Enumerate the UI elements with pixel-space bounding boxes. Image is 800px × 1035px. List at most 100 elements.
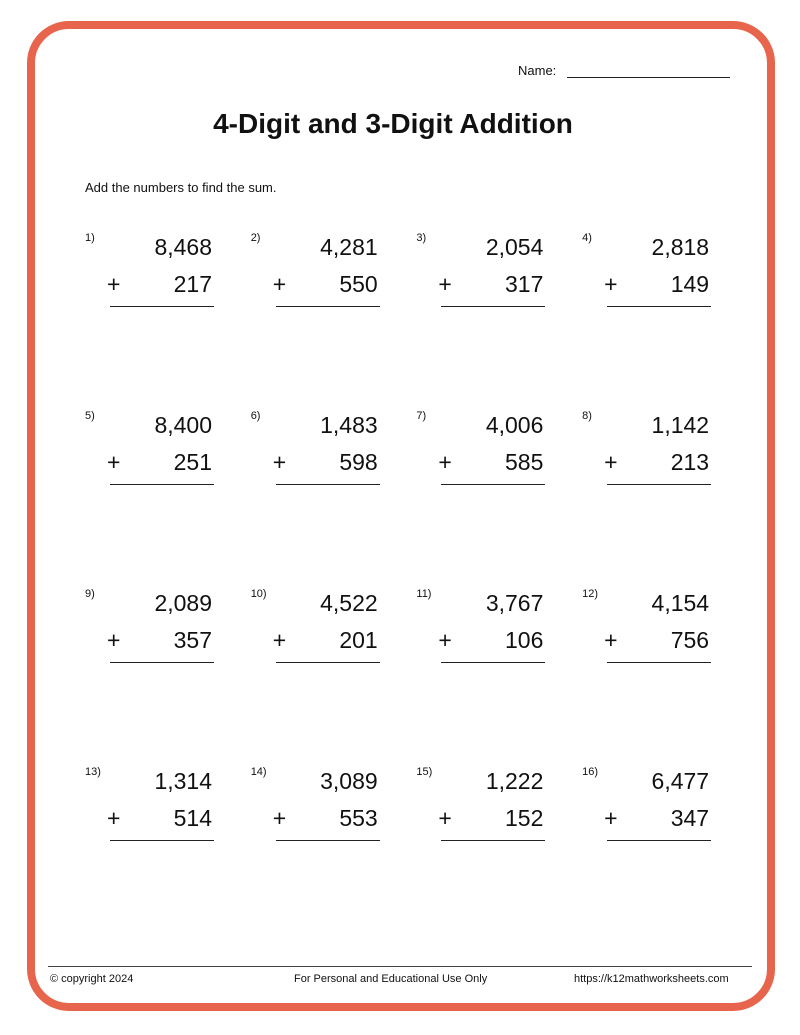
plus-sign: + <box>438 805 452 831</box>
problem-number: 8) <box>582 410 592 422</box>
problem: 14) 3,089 + 553 <box>238 766 380 846</box>
answer-line[interactable] <box>110 306 214 307</box>
answer-line[interactable] <box>441 840 546 841</box>
copyright: © copyright 2024 <box>50 973 134 985</box>
problem: 15) 1,222 + 152 <box>403 766 546 846</box>
footer-divider <box>48 966 752 967</box>
answer-line[interactable] <box>441 662 546 663</box>
addend-bottom: 585 <box>505 449 544 475</box>
plus-sign: + <box>272 271 287 297</box>
addend-bottom: 317 <box>505 271 544 297</box>
plus-sign: + <box>107 449 121 475</box>
problem: 1) 8,468 + 217 <box>72 232 214 312</box>
answer-line[interactable] <box>275 840 380 841</box>
plus-sign: + <box>107 627 121 653</box>
problem: 10) 4,522 + 201 <box>238 588 380 668</box>
plus-sign: + <box>107 805 121 831</box>
addend-top: 3,089 <box>320 768 378 794</box>
plus-sign: + <box>604 627 618 653</box>
plus-sign: + <box>604 449 618 475</box>
problem-number: 10) <box>250 588 267 600</box>
answer-line[interactable] <box>110 662 214 663</box>
addend-top: 6,477 <box>651 768 710 794</box>
problem-number: 7) <box>416 410 427 422</box>
problem: 7) 4,006 + 585 <box>403 410 546 490</box>
plus-sign: + <box>438 271 452 297</box>
problem-number: 15) <box>416 766 433 778</box>
addend-bottom: 149 <box>670 271 710 297</box>
problem: 13) 1,314 + 514 <box>72 766 214 846</box>
problem-number: 6) <box>250 410 261 422</box>
problem-number: 14) <box>250 766 267 778</box>
addend-bottom: 217 <box>173 271 212 297</box>
answer-line[interactable] <box>607 662 712 663</box>
answer-line[interactable] <box>110 840 214 841</box>
problem-number: 1) <box>85 232 95 244</box>
addend-bottom: 152 <box>505 805 544 831</box>
addend-top: 4,154 <box>651 590 710 616</box>
addend-top: 2,054 <box>485 234 544 260</box>
instructions: Add the numbers to find the sum. <box>85 180 277 195</box>
answer-line[interactable] <box>441 306 546 307</box>
addend-top: 2,089 <box>154 590 212 616</box>
problem: 11) 3,767 + 106 <box>403 588 546 668</box>
page-border <box>27 21 775 1011</box>
usage-notice: For Personal and Educational Use Only <box>294 973 488 985</box>
answer-line[interactable] <box>441 484 546 485</box>
problem: 12) 4,154 + 756 <box>569 588 712 668</box>
problem-number: 11) <box>416 588 432 600</box>
plus-sign: + <box>604 271 618 297</box>
problem: 4) 2,818 + 149 <box>569 232 712 312</box>
plus-sign: + <box>272 805 287 831</box>
addend-top: 4,522 <box>320 590 378 616</box>
addend-bottom: 213 <box>670 449 710 475</box>
problem-number: 3) <box>416 232 427 244</box>
problem-number: 13) <box>85 766 101 778</box>
answer-line[interactable] <box>110 484 214 485</box>
problem: 2) 4,281 + 550 <box>238 232 380 312</box>
addend-bottom: 347 <box>670 805 710 831</box>
addend-bottom: 201 <box>339 627 378 653</box>
problem-number: 5) <box>85 410 95 422</box>
addend-bottom: 550 <box>339 271 378 297</box>
plus-sign: + <box>438 627 452 653</box>
problem: 16) 6,477 + 347 <box>569 766 712 846</box>
answer-line[interactable] <box>607 484 712 485</box>
addend-top: 1,314 <box>154 768 212 794</box>
plus-sign: + <box>272 449 287 475</box>
problem-number: 2) <box>250 232 261 244</box>
addend-bottom: 514 <box>173 805 212 831</box>
problem: 8) 1,142 + 213 <box>569 410 712 490</box>
problem-number: 16) <box>582 766 598 778</box>
plus-sign: + <box>107 271 121 297</box>
addend-top: 1,222 <box>485 768 544 794</box>
addend-top: 4,006 <box>485 412 544 438</box>
addend-top: 2,818 <box>651 234 710 260</box>
addend-bottom: 106 <box>505 627 544 653</box>
problem-number: 4) <box>582 232 592 244</box>
addend-top: 8,468 <box>154 234 212 260</box>
plus-sign: + <box>438 449 452 475</box>
name-field[interactable] <box>567 77 730 78</box>
addend-top: 1,142 <box>651 412 710 438</box>
answer-line[interactable] <box>275 484 380 485</box>
problem-number: 12) <box>582 588 598 600</box>
addend-bottom: 598 <box>339 449 378 475</box>
problem-number: 9) <box>85 588 95 600</box>
addend-top: 1,483 <box>320 412 378 438</box>
addend-bottom: 357 <box>173 627 212 653</box>
answer-line[interactable] <box>607 840 712 841</box>
problem: 6) 1,483 + 598 <box>238 410 380 490</box>
answer-line[interactable] <box>275 662 380 663</box>
answer-line[interactable] <box>275 306 380 307</box>
addend-top: 4,281 <box>320 234 378 260</box>
addend-top: 3,767 <box>485 590 544 616</box>
plus-sign: + <box>272 627 287 653</box>
plus-sign: + <box>604 805 618 831</box>
site-url: https://k12mathworksheets.com <box>574 973 729 985</box>
page-title: 4-Digit and 3-Digit Addition <box>213 108 573 139</box>
addend-top: 8,400 <box>154 412 212 438</box>
addend-bottom: 756 <box>670 627 710 653</box>
name-label: Name: <box>518 63 557 78</box>
answer-line[interactable] <box>607 306 712 307</box>
